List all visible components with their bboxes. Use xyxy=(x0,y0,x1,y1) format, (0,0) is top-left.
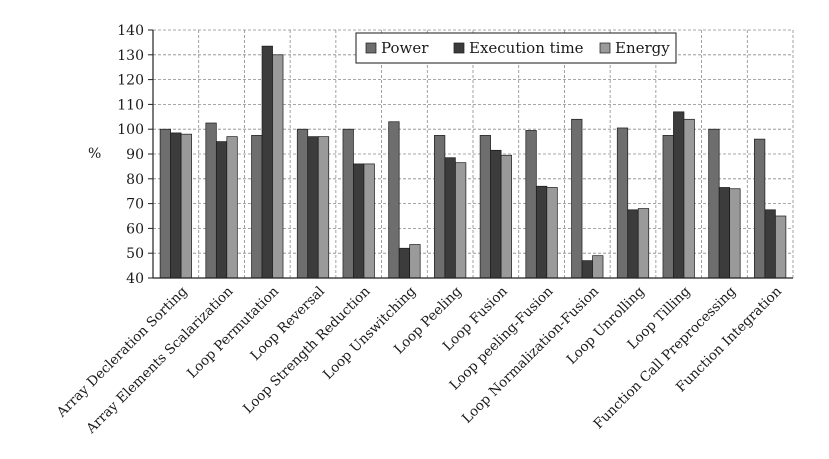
bar-energy xyxy=(226,136,238,279)
bar-execution-time xyxy=(170,132,182,279)
bar-energy xyxy=(500,154,512,279)
bars xyxy=(159,45,787,279)
bar-energy xyxy=(775,215,787,279)
bar-execution-time xyxy=(215,141,228,279)
bar-execution-time xyxy=(353,163,365,279)
bar-power xyxy=(662,135,674,279)
y-tick-label: 50 xyxy=(126,246,144,262)
bar-execution-time xyxy=(307,136,319,279)
bar-execution-time xyxy=(581,260,593,279)
gridlines xyxy=(153,29,794,278)
y-tick-label: 100 xyxy=(117,122,144,138)
bar-power xyxy=(388,121,400,279)
bar-power xyxy=(434,135,446,279)
legend-box xyxy=(355,32,677,64)
y-tick-label: 60 xyxy=(126,221,144,237)
bar-power xyxy=(708,128,720,279)
bar-execution-time xyxy=(718,187,731,279)
bar-power xyxy=(159,128,171,279)
bar-energy xyxy=(272,54,284,279)
legend-label: Power xyxy=(381,39,429,57)
bar-execution-time xyxy=(764,209,776,279)
bar-execution-time xyxy=(398,247,411,279)
bar-energy xyxy=(729,188,741,279)
y-tick-label: 110 xyxy=(117,97,144,113)
bar-execution-time xyxy=(261,45,273,279)
bar-execution-time xyxy=(490,149,502,279)
bar-energy xyxy=(637,208,650,279)
bar-power xyxy=(571,118,583,279)
bar-power xyxy=(616,127,629,279)
bar-energy xyxy=(363,163,375,279)
bar-power xyxy=(342,128,354,279)
bar-power xyxy=(525,130,537,279)
y-tick-label: 80 xyxy=(126,172,144,188)
legend-swatch xyxy=(599,42,611,54)
bar-power xyxy=(251,135,263,279)
y-tick-label: 120 xyxy=(117,73,144,89)
bar-power xyxy=(754,138,766,279)
y-tick-label: 70 xyxy=(126,197,144,213)
legend-label: Execution time xyxy=(469,39,584,57)
bar-execution-time xyxy=(627,209,639,279)
bar-energy xyxy=(592,255,604,279)
y-tick-label: 90 xyxy=(126,147,144,163)
bar-execution-time xyxy=(535,185,548,279)
bar-power xyxy=(296,128,309,279)
bar-execution-time xyxy=(444,157,456,279)
legend-swatch xyxy=(453,42,465,54)
axes xyxy=(148,29,793,279)
y-tick-label: 130 xyxy=(117,48,144,64)
legend-label: Energy xyxy=(615,39,670,57)
bar-energy xyxy=(317,136,330,279)
y-tick-label: 140 xyxy=(117,23,144,39)
bar-energy xyxy=(683,118,695,279)
bar-energy xyxy=(546,187,558,279)
y-tick-labels: 40 50 60 70 80 90 100 110 120 130 140 xyxy=(117,23,144,287)
bar-power xyxy=(479,135,491,279)
bar-energy xyxy=(455,162,467,279)
legend: Power Execution time Energy xyxy=(355,32,677,64)
bar-energy xyxy=(409,244,421,279)
bar-energy xyxy=(180,133,192,279)
x-category-label: Loop Unrolling xyxy=(564,283,648,367)
bar-execution-time xyxy=(673,111,685,279)
bar-power xyxy=(205,122,217,279)
y-axis-label: % xyxy=(88,146,101,162)
legend-swatch xyxy=(365,42,377,54)
y-tick-label: 40 xyxy=(126,271,144,287)
